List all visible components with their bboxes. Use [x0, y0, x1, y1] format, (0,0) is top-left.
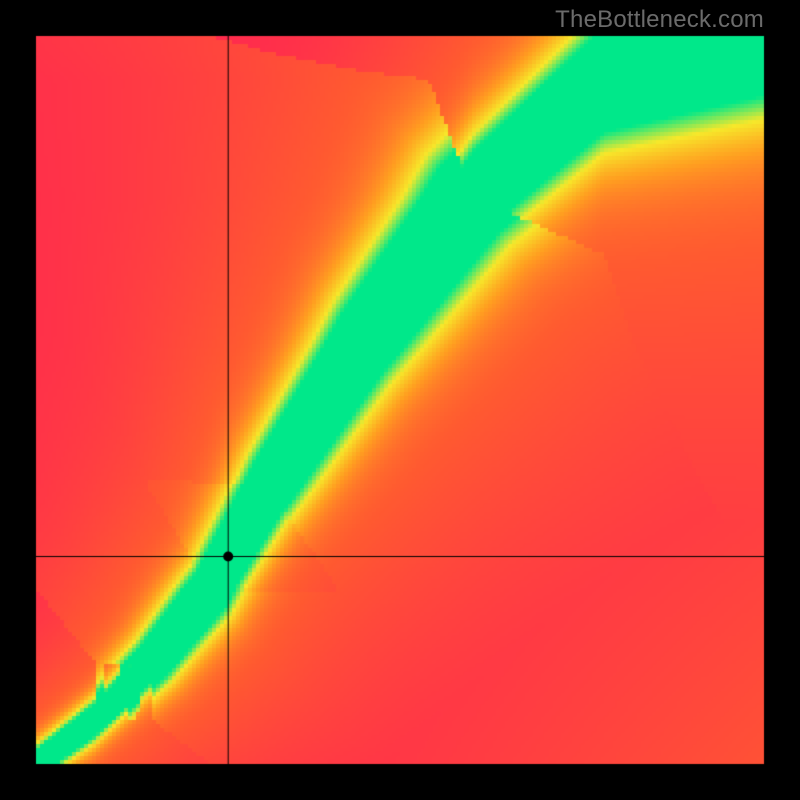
heatmap-canvas [0, 0, 800, 800]
watermark-text: TheBottleneck.com [555, 6, 764, 34]
chart-container: TheBottleneck.com [0, 0, 800, 800]
